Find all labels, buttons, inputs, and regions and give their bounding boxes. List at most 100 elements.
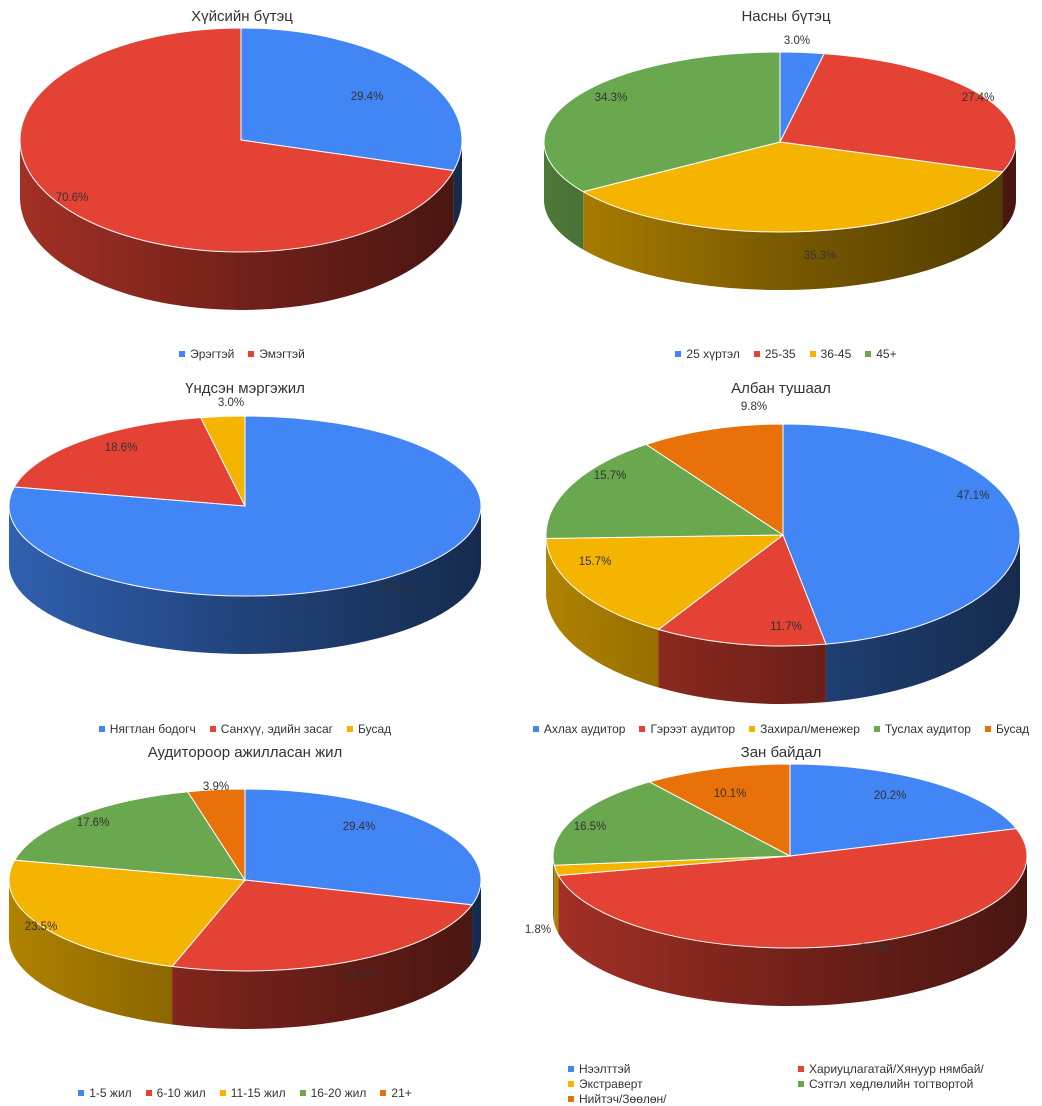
legend-label: Хариуцлагатай/Хянуур нямбай/	[809, 1062, 984, 1076]
pie-data-label: 17.6%	[77, 817, 110, 829]
legend-swatch	[533, 726, 539, 732]
pie-chart: 78.4%18.6%3.0%	[0, 372, 490, 712]
chart-legend: 1-5 жил 6-10 жил 11-15 жил 16-20 жил 21+	[0, 1086, 490, 1100]
legend-swatch	[568, 1096, 574, 1102]
pie-data-label: 35.3%	[804, 250, 837, 262]
legend-swatch	[99, 726, 105, 732]
legend-item: Бусад	[985, 722, 1029, 736]
legend-item: Санхүү, эдийн засаг	[210, 722, 333, 736]
legend-swatch	[639, 726, 645, 732]
legend-item: Экстраверт	[568, 1077, 798, 1091]
legend-item: 21+	[380, 1086, 411, 1100]
legend-label: Сэтгэл хөдлөлийн тогтвортой	[809, 1077, 973, 1091]
legend-swatch	[568, 1066, 574, 1072]
legend-label: Эмэгтэй	[259, 347, 305, 361]
legend-swatch	[798, 1066, 804, 1072]
legend-item: 25 хүртэл	[675, 347, 739, 361]
legend-swatch	[749, 726, 755, 732]
pie-data-label: 9.8%	[741, 401, 767, 413]
legend-label: 21+	[391, 1086, 411, 1100]
legend-swatch	[798, 1081, 804, 1087]
chart-panel-position: Албан тушаал 47.1%11.7%15.7%15.7%9.8% Ах…	[520, 372, 1042, 740]
pie-data-label: 1.8%	[525, 924, 551, 936]
legend-item: Хариуцлагатай/Хянуур нямбай/	[798, 1062, 1042, 1076]
legend-swatch	[675, 351, 681, 357]
legend-swatch	[754, 351, 760, 357]
pie-chart: 3.0% 27.4% 35.3% 34.3%	[530, 0, 1042, 340]
legend-item: Туслах аудитор	[874, 722, 971, 736]
pie-data-label: 47.1%	[957, 490, 990, 502]
pie-chart: 47.1%11.7%15.7%15.7%9.8%	[520, 372, 1042, 712]
pie-data-label: 20.2%	[874, 790, 907, 802]
pie-data-label: 29.4%	[343, 821, 376, 833]
pie-data-label: 10.1%	[714, 788, 747, 800]
chart-legend: Нээлттэй Хариуцлагатай/Хянуур нямбай/Экст…	[568, 1062, 1042, 1106]
legend-item: Бусад	[347, 722, 391, 736]
legend-item: Захирал/менежер	[749, 722, 860, 736]
pie-data-label: 3.0%	[218, 397, 244, 409]
legend-label: Нягтлан бодогч	[110, 722, 196, 736]
legend-label: 25-35	[765, 347, 796, 361]
pie-slice-side-2	[554, 865, 558, 933]
legend-label: Гэрээт аудитор	[650, 722, 735, 736]
legend-swatch	[874, 726, 880, 732]
legend-label: 25 хүртэл	[686, 347, 739, 361]
legend-label: Туслах аудитор	[885, 722, 971, 736]
legend-swatch	[248, 351, 254, 357]
legend-swatch	[347, 726, 353, 732]
pie-data-label: 15.7%	[579, 556, 612, 568]
legend-item: 25-35	[754, 347, 796, 361]
legend-label: Санхүү, эдийн засаг	[221, 722, 333, 736]
pie-data-label: 27.4%	[962, 92, 995, 104]
legend-swatch	[810, 351, 816, 357]
pie-chart: 29.4% 25.6% 23.5% 17.6% 3.9%	[0, 740, 490, 1080]
legend-label: Бусад	[996, 722, 1029, 736]
pie-data-label: 16.5%	[574, 821, 607, 833]
legend-swatch	[380, 1090, 386, 1096]
pie-data-label: 25.6%	[345, 969, 378, 981]
chart-legend: Эрэгтэй Эмэгтэй	[0, 347, 484, 361]
legend-label: Захирал/менежер	[760, 722, 860, 736]
legend-label: Нээлттэй	[579, 1062, 630, 1076]
legend-label: 6-10 жил	[157, 1086, 206, 1100]
pie-data-label: 3.0%	[784, 35, 810, 47]
legend-item: Эрэгтэй	[179, 347, 234, 361]
legend-item: 36-45	[810, 347, 852, 361]
legend-item: Нээлттэй	[568, 1062, 798, 1076]
pie-data-label: 11.7%	[770, 621, 802, 633]
legend-label: 11-15 жил	[231, 1086, 286, 1100]
pie-chart: 20.2% 51.4% 1.8% 16.5% 10.1%	[520, 740, 1042, 1080]
legend-label: Ахлах аудитор	[544, 722, 626, 736]
pie-data-label: 78.4%	[379, 582, 412, 594]
pie-chart: 29.4%70.6%	[0, 0, 484, 340]
legend-swatch	[865, 351, 871, 357]
chart-panel-personality: Зан байдал 20.2%51.4%1.8%16.5%10.1% Нээл…	[520, 740, 1042, 1104]
pie-data-label: 51.4%	[861, 943, 894, 955]
legend-label: 1-5 жил	[89, 1086, 131, 1100]
legend-item: Гэрээт аудитор	[639, 722, 735, 736]
legend-label: 36-45	[821, 347, 852, 361]
legend-label: Эрэгтэй	[190, 347, 234, 361]
legend-swatch	[146, 1090, 152, 1096]
legend-label: Бусад	[358, 722, 391, 736]
legend-item: Эмэгтэй	[248, 347, 305, 361]
legend-item: Нягтлан бодогч	[99, 722, 196, 736]
legend-item: 11-15 жил	[220, 1086, 286, 1100]
legend-label: Экстраверт	[579, 1077, 643, 1091]
legend-item: 1-5 жил	[78, 1086, 131, 1100]
legend-swatch	[78, 1090, 84, 1096]
legend-item: Сэтгэл хөдлөлийн тогтвортой	[798, 1077, 1042, 1091]
chart-panel-profession: Үндсэн мэргэжил 78.4%18.6%3.0% Нягтлан б…	[0, 372, 490, 740]
pie-data-label: 34.3%	[595, 92, 628, 104]
pie-data-label: 3.9%	[203, 781, 229, 793]
pie-data-label: 70.6%	[56, 192, 89, 204]
chart-legend: Ахлах аудитор Гэрээт аудитор Захирал/менеж…	[520, 722, 1042, 736]
legend-label: 16-20 жил	[311, 1086, 367, 1100]
chart-panel-age: Насны бүтэц 3.0%27.4%35.3%34.3% 25 хүртэ…	[530, 0, 1042, 372]
chart-panel-experience: Аудитороор ажилласан жил 29.4%25.6%23.5%…	[0, 740, 490, 1104]
legend-label: 45+	[876, 347, 896, 361]
pie-data-label: 23.5%	[25, 921, 58, 933]
legend-swatch	[179, 351, 185, 357]
legend-swatch	[568, 1081, 574, 1087]
